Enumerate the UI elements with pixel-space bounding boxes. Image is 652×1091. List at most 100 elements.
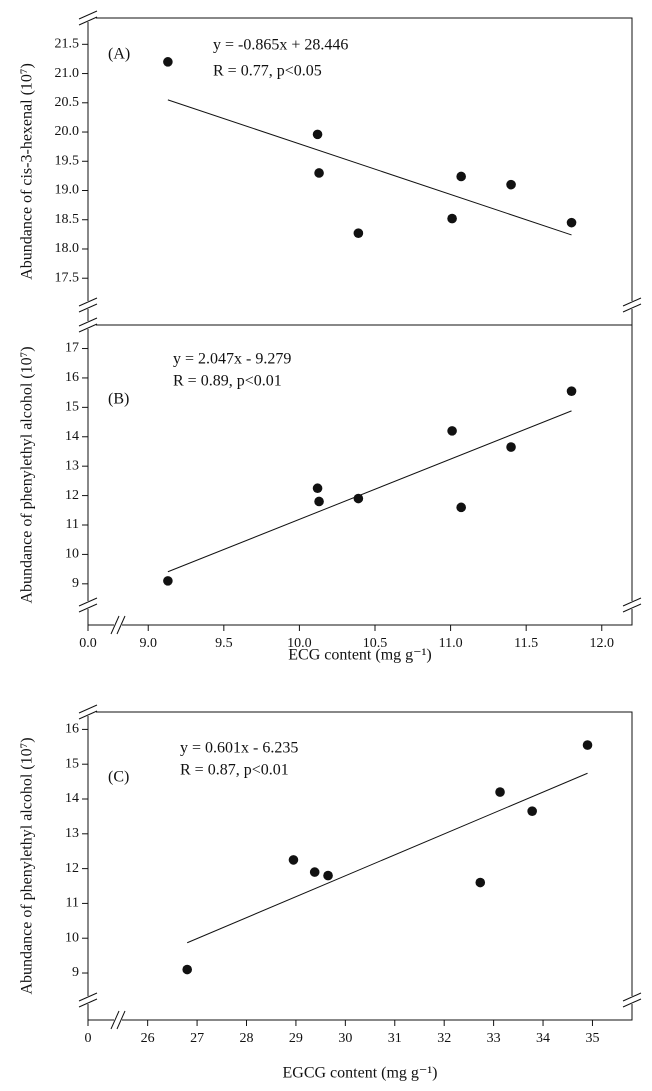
x-tick-label: 34 <box>536 1031 550 1046</box>
data-point <box>163 57 173 67</box>
y-axis-label: Abundance of cis-3-hexenal (10⁷) <box>19 63 36 280</box>
axis-break <box>622 603 642 613</box>
panel-label: (A) <box>108 46 130 63</box>
x-tick-label: 9.5 <box>215 636 233 651</box>
axis-break <box>78 710 98 720</box>
axis-break <box>622 992 642 1002</box>
axis-break <box>78 603 98 613</box>
axis-break <box>622 597 642 607</box>
x-tick-label: 30 <box>338 1031 352 1046</box>
axis-break-gap <box>80 301 96 309</box>
axis-break-gap <box>80 601 96 609</box>
data-point <box>314 168 324 178</box>
axis-break <box>78 303 98 313</box>
y-tick-label: 14 <box>65 791 79 806</box>
axis-break <box>110 615 120 635</box>
y-tick-label: 17.5 <box>55 270 80 285</box>
y-tick-label: 19.0 <box>55 183 80 198</box>
panel-label: (C) <box>108 769 129 786</box>
data-point <box>566 217 577 228</box>
x-tick-label: 35 <box>585 1031 599 1046</box>
stats: R = 0.87, p<0.01 <box>180 762 289 779</box>
data-point <box>323 870 333 881</box>
x-tick-label: 9.0 <box>139 636 157 651</box>
axis-break <box>78 10 98 20</box>
data-point <box>495 787 505 797</box>
y-tick-label: 12 <box>65 861 79 876</box>
axis-break-gap <box>624 301 640 309</box>
y-tick-label: 14 <box>65 429 79 444</box>
y-tick-label: 10 <box>65 547 79 562</box>
axis-break <box>78 317 98 327</box>
data-point <box>353 493 364 504</box>
trendline <box>167 410 572 573</box>
y-tick-label: 11 <box>66 517 79 532</box>
axis-break <box>622 998 642 1008</box>
axis-break-gap <box>80 996 96 1004</box>
data-point <box>312 129 323 140</box>
y-tick-label: 20.0 <box>55 124 80 139</box>
axis-break <box>622 303 642 313</box>
data-point <box>353 228 364 238</box>
data-point <box>312 483 323 494</box>
x-tick-label: 11.0 <box>439 636 463 651</box>
x-tick-label: 31 <box>388 1031 402 1046</box>
y-tick-label: 18.0 <box>55 241 80 256</box>
equation: y = -0.865x + 28.446 <box>213 37 348 54</box>
trendline <box>167 99 572 236</box>
axis-break-gap <box>114 1012 122 1028</box>
stats: R = 0.89, p<0.01 <box>173 373 282 390</box>
x-tick-label: 0.0 <box>79 636 97 651</box>
trendline <box>186 772 588 944</box>
data-point <box>447 426 457 436</box>
data-point <box>475 877 486 888</box>
x-tick-label: 12.0 <box>590 636 615 651</box>
x-tick-label: 26 <box>141 1031 155 1046</box>
y-tick-label: 16 <box>65 722 79 737</box>
axis-break <box>78 323 98 333</box>
data-point <box>582 740 593 750</box>
plot-frame <box>87 711 633 1021</box>
equation: y = 2.047x - 9.279 <box>173 351 291 368</box>
panel-label: (B) <box>108 391 129 408</box>
x-tick-label: 10.5 <box>363 636 388 651</box>
x-tick-label: 10.0 <box>287 636 312 651</box>
y-tick-label: 21.5 <box>55 37 80 52</box>
data-point <box>309 867 320 877</box>
y-tick-label: 21.0 <box>55 66 80 81</box>
axis-break <box>78 998 98 1008</box>
x-axis-label: EGCG content (mg g⁻¹) <box>283 1065 438 1082</box>
axis-break-gap <box>80 708 96 716</box>
y-tick-label: 9 <box>72 576 79 591</box>
x-axis-label: ECG content (mg g⁻¹) <box>288 647 431 664</box>
stats: R = 0.77, p<0.05 <box>213 63 322 80</box>
plot-frame <box>87 324 633 626</box>
data-point <box>182 964 192 975</box>
axis-break <box>116 615 126 635</box>
data-point <box>527 806 537 816</box>
x-tick-label: 29 <box>289 1031 303 1046</box>
x-tick-label: 11.5 <box>514 636 538 651</box>
axis-break <box>110 1010 120 1030</box>
axis-break <box>78 297 98 307</box>
x-tick-label: 27 <box>190 1031 204 1046</box>
y-tick-label: 20.5 <box>55 95 80 110</box>
x-tick-label: 0 <box>85 1031 92 1046</box>
x-tick-label: 33 <box>487 1031 501 1046</box>
data-point <box>456 171 466 182</box>
axis-break-gap <box>80 14 96 22</box>
x-tick-label: 28 <box>240 1031 254 1046</box>
data-point <box>314 496 324 507</box>
y-tick-label: 11 <box>66 896 79 911</box>
data-point <box>163 576 173 586</box>
y-axis-label: Abundance of phenylethyl alcohol (10⁷) <box>19 737 36 994</box>
y-tick-label: 17 <box>65 341 79 356</box>
axis-break-gap <box>624 601 640 609</box>
x-tick-label: 32 <box>437 1031 451 1046</box>
axis-break-gap <box>114 617 122 633</box>
axis-break-gap <box>80 321 96 329</box>
axis-break <box>78 16 98 26</box>
y-tick-label: 13 <box>65 826 79 841</box>
